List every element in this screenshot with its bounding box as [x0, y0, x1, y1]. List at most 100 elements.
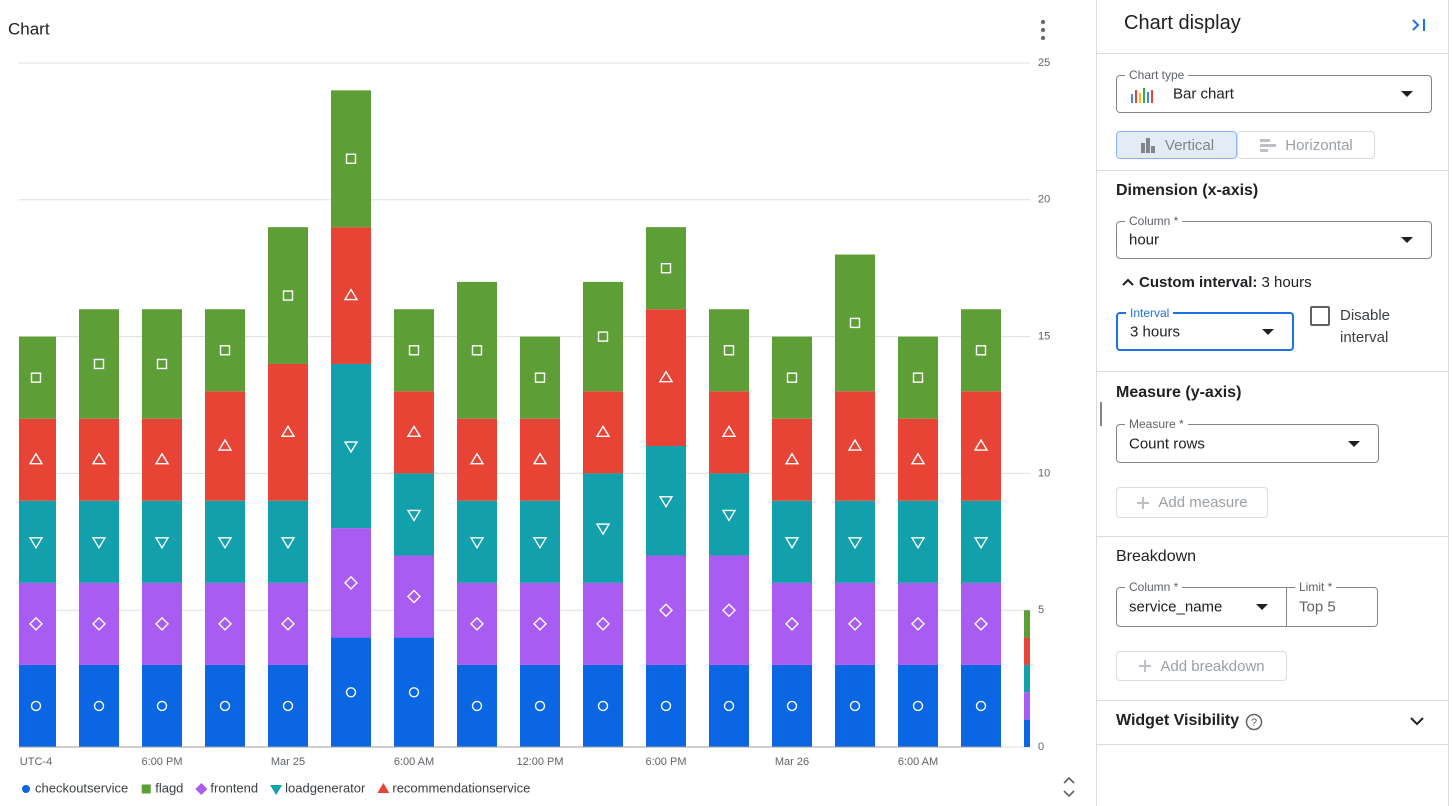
vertical-toggle[interactable]: Vertical: [1116, 131, 1237, 159]
section-title: Widget Visibility: [1116, 712, 1240, 729]
disable-interval-checkbox[interactable]: [1310, 306, 1330, 326]
breakdown-column-select[interactable]: Column * service_name: [1116, 580, 1287, 627]
segment-marker: [975, 700, 987, 712]
custom-interval-toggle[interactable]: Custom interval: 3 hours: [1121, 274, 1312, 291]
segment-marker: [28, 537, 44, 550]
divider: [1097, 744, 1448, 745]
help-icon[interactable]: ?: [1245, 713, 1263, 731]
field-value: Count rows: [1129, 435, 1205, 452]
resize-handle[interactable]: [1100, 402, 1102, 426]
legend-marker: [270, 785, 283, 795]
segment-marker: [218, 616, 232, 631]
bar-segment: [394, 555, 434, 638]
segment-marker: [470, 616, 484, 631]
bar-segment: [268, 363, 308, 501]
x-tick-label: 6:00 AM: [394, 756, 434, 768]
segment-marker: [849, 317, 861, 329]
toggle-label: Horizontal: [1285, 136, 1353, 154]
segment-marker: [30, 700, 42, 712]
bar-segment: [898, 418, 938, 501]
legend-label: checkoutservice: [35, 780, 128, 795]
custom-interval-value: 3 hours: [1261, 274, 1312, 291]
segment-marker: [910, 452, 926, 465]
segment-marker: [408, 345, 420, 356]
bar-segment: [142, 582, 182, 665]
segment-marker: [471, 345, 483, 356]
section-title: Measure (y-axis): [1116, 384, 1242, 401]
bar-segment: [520, 500, 560, 583]
segment-marker: [282, 290, 294, 301]
bar-segment: [142, 500, 182, 583]
add-breakdown-button[interactable]: Add breakdown: [1116, 651, 1287, 681]
custom-interval-label: Custom interval:: [1139, 274, 1258, 291]
side-panel: Chart display Chart type Bar chart Verti…: [1096, 0, 1449, 806]
segment-marker: [597, 700, 609, 712]
segment-marker: [784, 452, 800, 465]
segment-marker: [343, 441, 359, 454]
bar-segment: [268, 227, 308, 364]
divider: [1097, 700, 1448, 701]
bar-segment: [331, 363, 371, 529]
segment-marker: [469, 537, 485, 550]
button-label: Add breakdown: [1160, 657, 1265, 675]
legend-marker: [377, 783, 390, 793]
legend-marker: [22, 785, 30, 793]
chart-type-select[interactable]: Chart type Bar chart: [1116, 68, 1432, 113]
y-tick-label: 20: [1038, 194, 1050, 206]
segment-marker: [217, 537, 233, 550]
color-key: [1024, 664, 1030, 693]
column-select[interactable]: Column * hour: [1116, 214, 1432, 259]
bar-segment: [646, 227, 686, 310]
color-key: [1024, 610, 1030, 638]
field-label: Measure *: [1125, 417, 1188, 431]
segment-marker: [595, 424, 611, 438]
segment-marker: [471, 700, 483, 712]
x-tick-label: 6:00 AM: [898, 756, 938, 768]
bar-segment: [583, 582, 623, 665]
bar-segment: [205, 664, 245, 747]
bar-segment: [19, 664, 56, 747]
bar-segment: [268, 664, 308, 747]
segment-marker: [30, 372, 42, 383]
segment-marker: [660, 700, 672, 712]
field-value: hour: [1129, 231, 1160, 249]
bar-segment: [772, 418, 812, 501]
segment-marker: [154, 537, 170, 550]
measure-select[interactable]: Measure * Count rows: [1116, 417, 1379, 463]
collapse-panel[interactable]: [1411, 17, 1427, 33]
interval-select[interactable]: Interval 3 hours: [1116, 306, 1294, 351]
horizontal-toggle[interactable]: Horizontal: [1237, 131, 1375, 159]
add-measure-button[interactable]: Add measure: [1116, 487, 1268, 518]
limit-input[interactable]: Limit * Top 5: [1286, 580, 1378, 627]
segment-marker: [93, 358, 105, 370]
segment-marker: [722, 603, 736, 618]
segment-marker: [847, 537, 863, 550]
bar-segment: [457, 281, 497, 419]
expand-section[interactable]: [1409, 714, 1425, 728]
field-value: Top 5: [1299, 598, 1336, 616]
expand-legend[interactable]: [1063, 776, 1075, 798]
more-menu[interactable]: [1041, 20, 1045, 40]
segment-marker: [723, 700, 735, 712]
segment-marker: [786, 700, 798, 712]
segment-marker: [92, 616, 106, 631]
legend-marker: [195, 783, 208, 795]
svg-text:?: ?: [1251, 717, 1257, 729]
bar-segment: [79, 664, 119, 747]
section-title: Dimension (x-axis): [1116, 182, 1259, 199]
bar-segment: [205, 391, 245, 501]
segment-marker: [219, 345, 231, 356]
divider: [1097, 53, 1448, 54]
segment-marker: [595, 523, 611, 536]
segment-marker: [786, 372, 798, 383]
color-key: [1024, 719, 1030, 747]
segment-marker: [975, 345, 987, 356]
segment-marker: [784, 537, 800, 550]
bar-segment: [646, 446, 686, 556]
legend-label: recommendationservice: [392, 780, 530, 795]
segment-marker: [156, 700, 168, 712]
bar-segment: [142, 418, 182, 501]
bar-segment: [205, 582, 245, 665]
bar-segment: [331, 528, 371, 638]
segment-marker: [534, 372, 546, 383]
